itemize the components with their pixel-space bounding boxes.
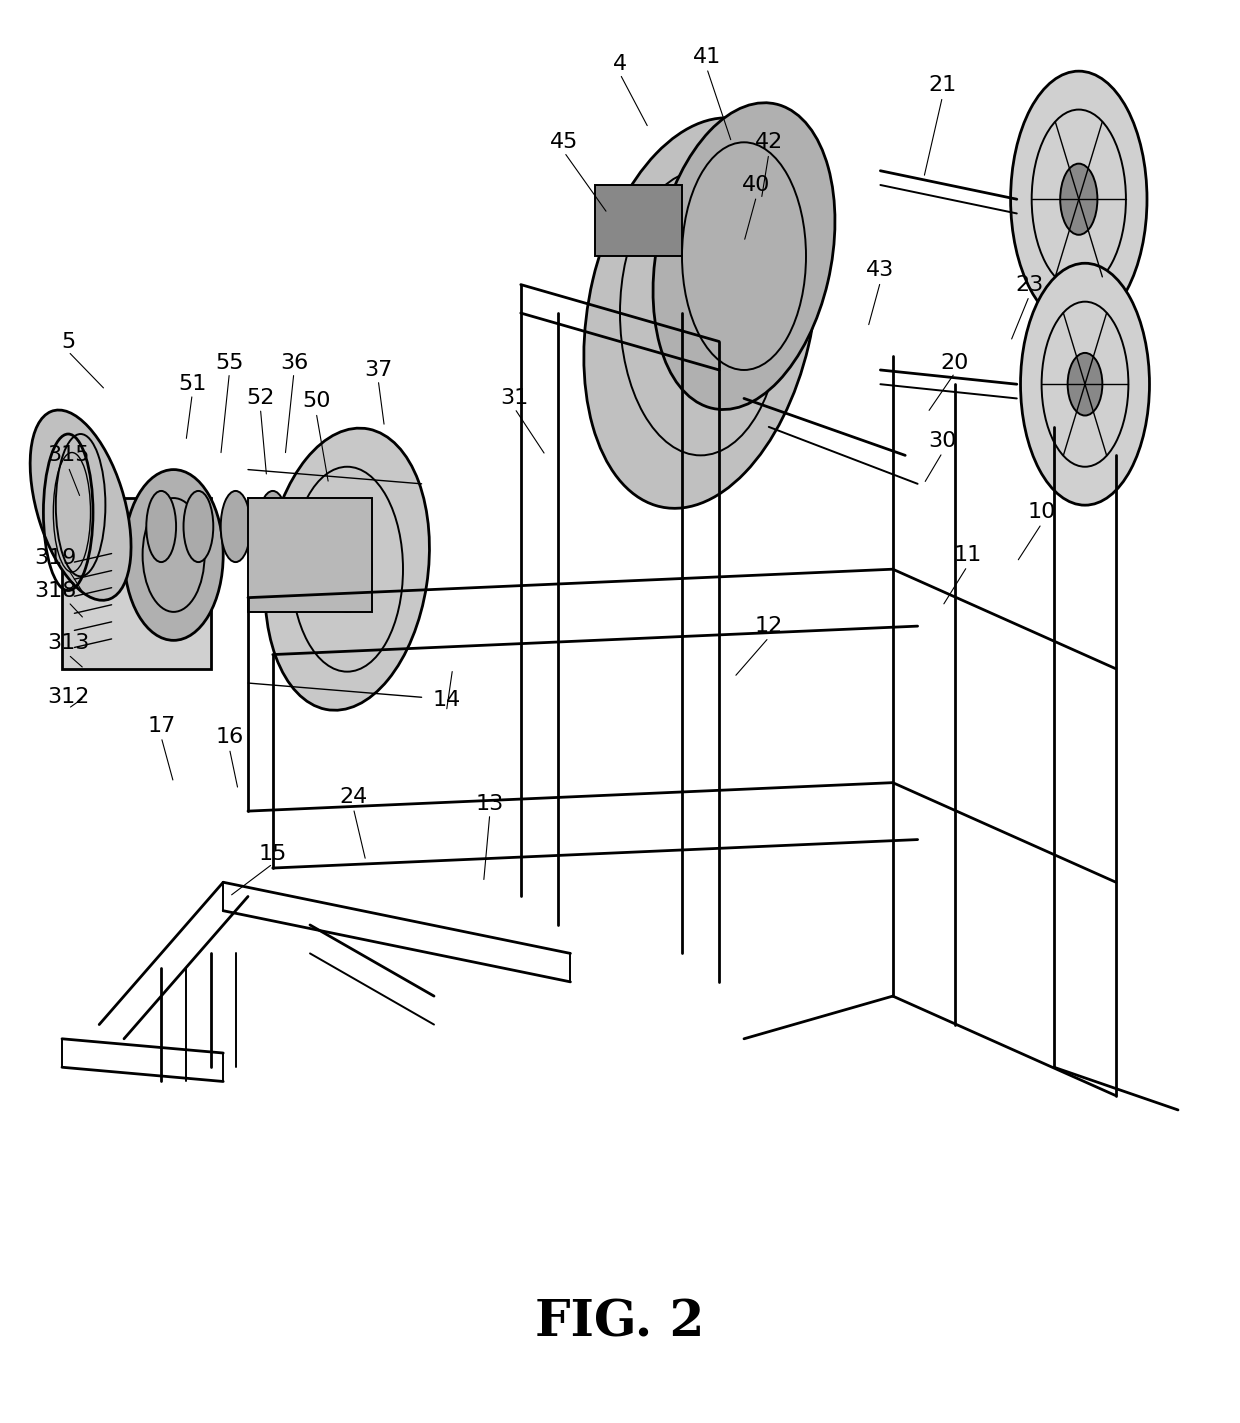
- Text: 13: 13: [476, 794, 503, 814]
- Text: 31: 31: [501, 388, 528, 408]
- Text: 55: 55: [216, 353, 243, 373]
- Text: 23: 23: [1016, 275, 1043, 295]
- Bar: [595, 185, 682, 256]
- Ellipse shape: [584, 118, 817, 508]
- Ellipse shape: [265, 428, 429, 710]
- Text: 24: 24: [340, 787, 367, 807]
- Text: 36: 36: [280, 353, 308, 373]
- Ellipse shape: [1060, 164, 1097, 235]
- Text: 5: 5: [61, 332, 76, 351]
- Text: 42: 42: [755, 132, 782, 152]
- Text: 30: 30: [929, 431, 956, 451]
- Text: 12: 12: [755, 616, 782, 636]
- Ellipse shape: [1021, 263, 1149, 505]
- Text: 312: 312: [47, 687, 89, 707]
- Ellipse shape: [1011, 71, 1147, 327]
- Ellipse shape: [184, 491, 213, 562]
- Text: 43: 43: [867, 260, 894, 280]
- Text: 318: 318: [35, 581, 77, 601]
- Text: 16: 16: [216, 727, 243, 747]
- Text: 17: 17: [148, 716, 175, 736]
- Text: 40: 40: [743, 175, 770, 195]
- Text: 37: 37: [365, 360, 392, 380]
- Text: 14: 14: [433, 690, 460, 710]
- Ellipse shape: [124, 470, 223, 640]
- Bar: [62, 498, 211, 669]
- Text: 51: 51: [179, 374, 206, 394]
- Text: 11: 11: [954, 545, 981, 565]
- Ellipse shape: [653, 102, 835, 410]
- Ellipse shape: [221, 491, 250, 562]
- Text: 4: 4: [613, 54, 627, 74]
- Text: 10: 10: [1028, 502, 1055, 522]
- Text: 41: 41: [693, 47, 720, 67]
- Text: FIG. 2: FIG. 2: [536, 1299, 704, 1348]
- Text: 50: 50: [303, 391, 330, 411]
- Text: 52: 52: [247, 388, 274, 408]
- Text: 20: 20: [941, 353, 968, 373]
- Bar: [248, 498, 372, 612]
- Text: 15: 15: [259, 844, 286, 864]
- Ellipse shape: [258, 491, 288, 562]
- Ellipse shape: [146, 491, 176, 562]
- Text: 313: 313: [47, 633, 89, 653]
- Text: 319: 319: [35, 548, 77, 568]
- Text: 315: 315: [47, 445, 89, 465]
- Text: 45: 45: [551, 132, 578, 152]
- Ellipse shape: [1068, 353, 1102, 416]
- Ellipse shape: [30, 410, 131, 601]
- Text: 21: 21: [929, 75, 956, 95]
